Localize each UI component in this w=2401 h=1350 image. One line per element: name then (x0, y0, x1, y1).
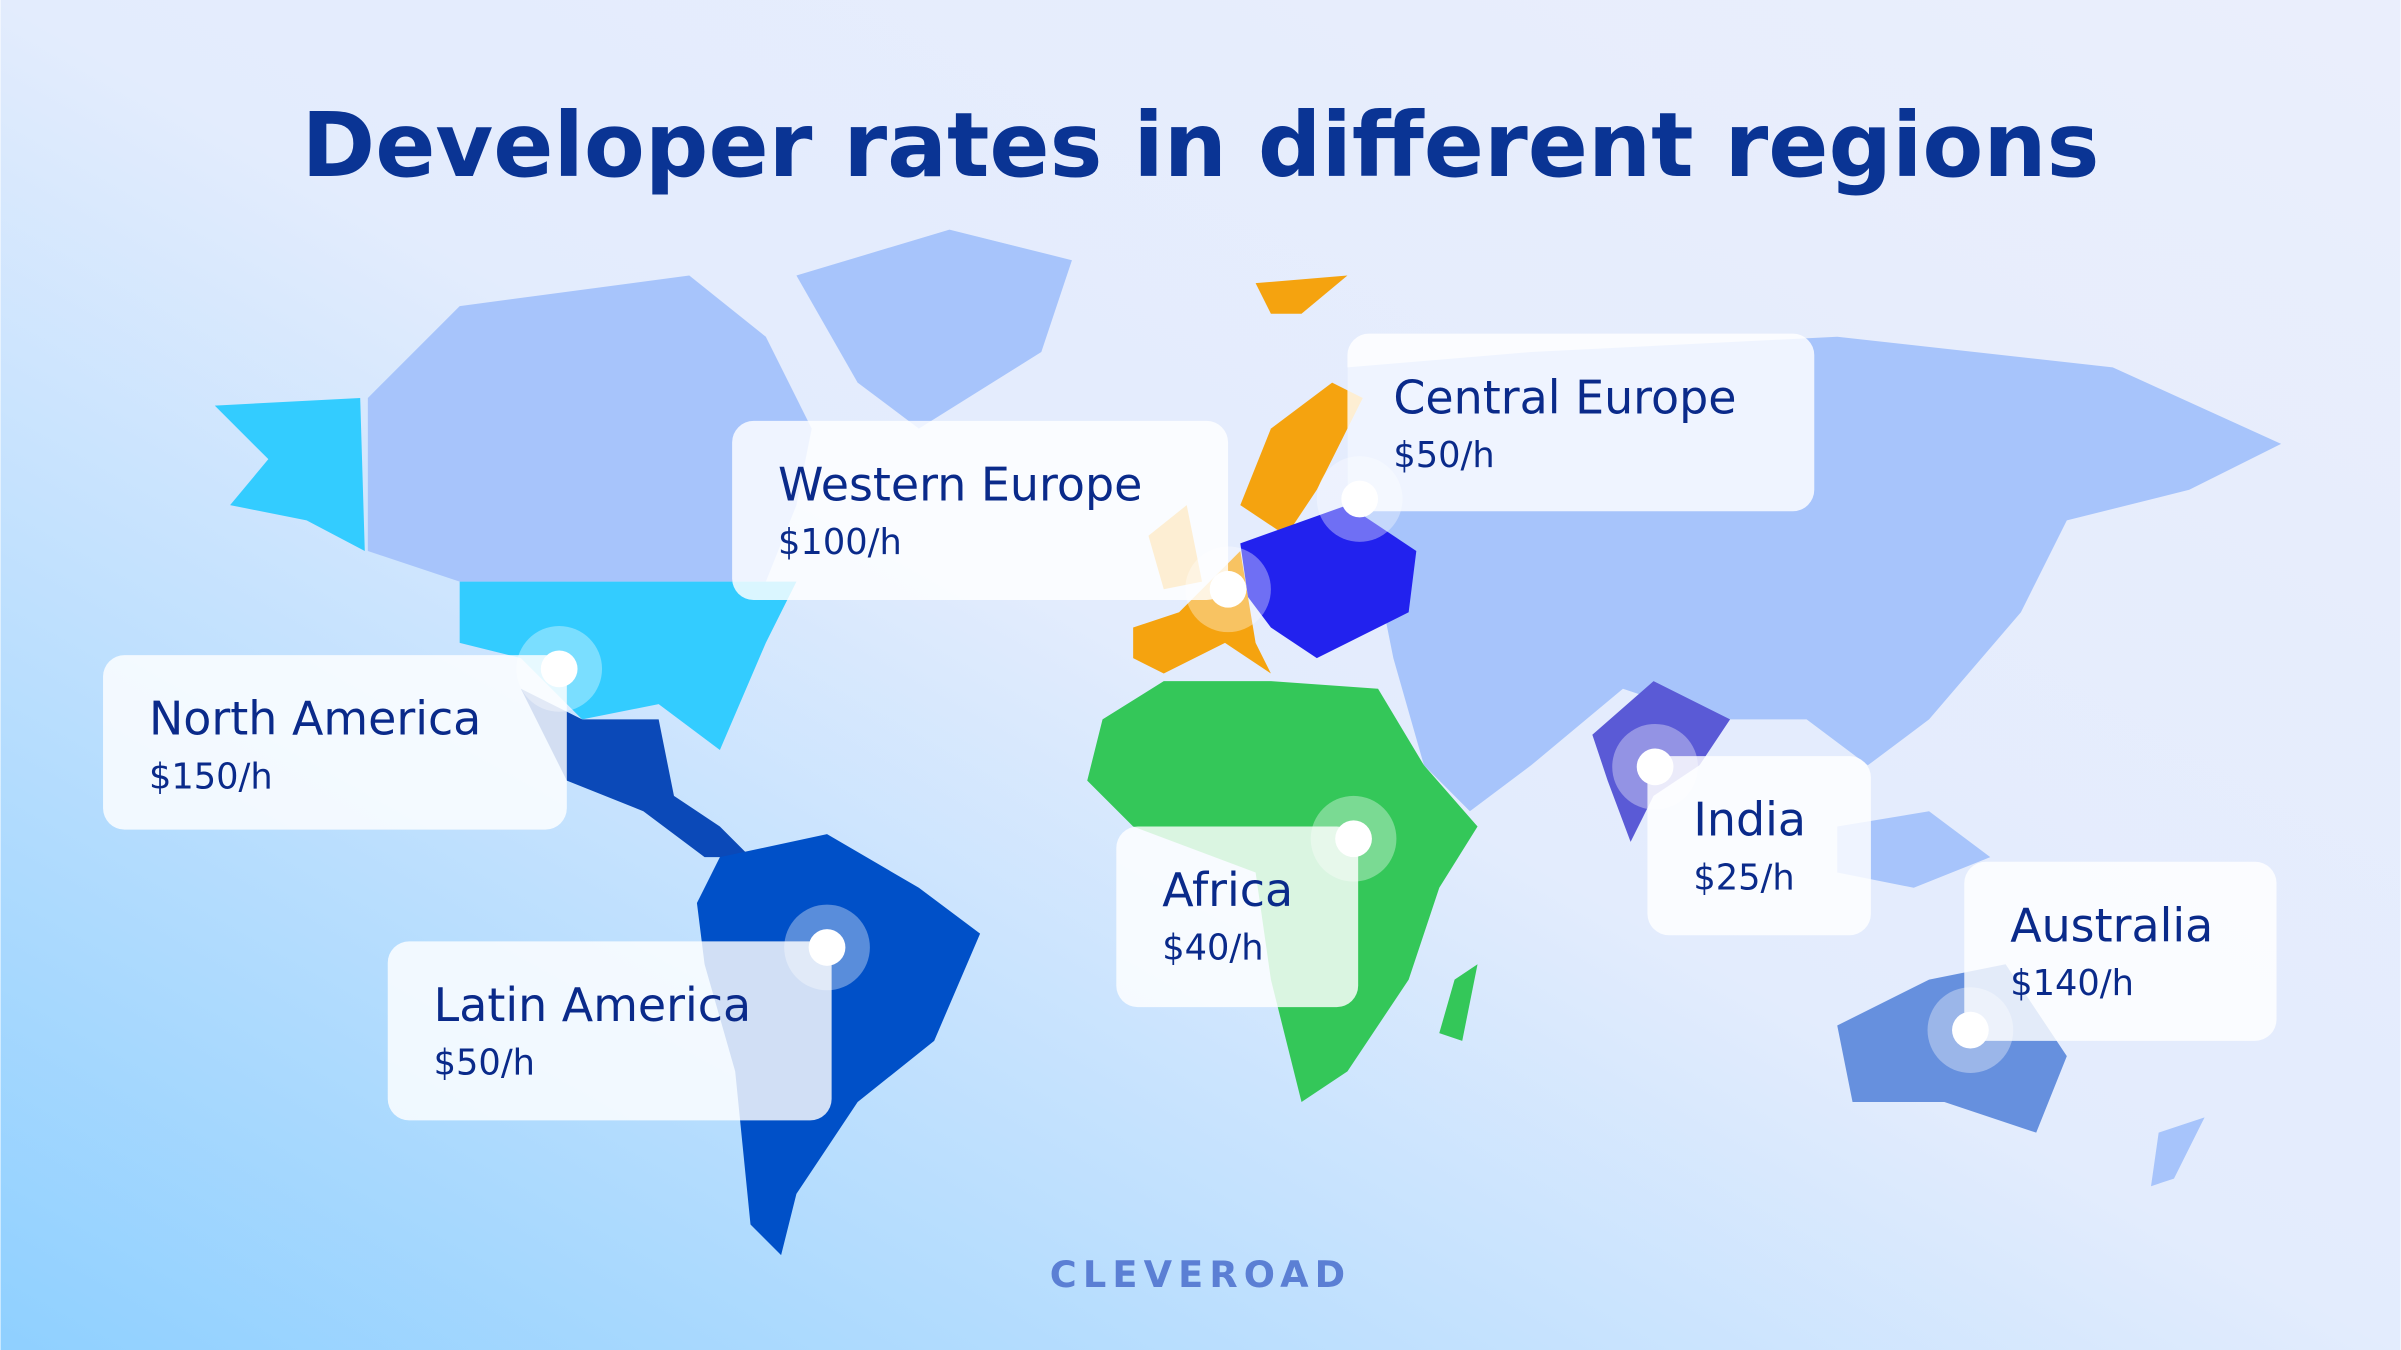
region-rate: $50/h (434, 1042, 535, 1083)
title: Developer rates in different regions (302, 94, 2100, 197)
pin (1341, 480, 1379, 518)
region-rate: $25/h (1693, 857, 1794, 898)
alaska (214, 397, 365, 552)
central-america (520, 688, 751, 858)
south-america (696, 834, 981, 1256)
region-name: Africa (1162, 863, 1293, 917)
region-rate: $40/h (1162, 928, 1263, 969)
card-background (387, 941, 832, 1121)
svalbard (1255, 275, 1348, 314)
region-card: Australia $140/h (1927, 861, 2277, 1073)
region-name: Central Europe (1393, 370, 1736, 424)
card-background (103, 655, 567, 830)
region-name: Western Europe (778, 458, 1142, 512)
card-background (1964, 861, 2277, 1041)
madagascar (1439, 964, 1478, 1041)
card-background (732, 420, 1229, 600)
scandinavia (1240, 382, 1363, 536)
region-card: North America $150/h (103, 626, 603, 830)
region-rate: $50/h (1393, 435, 1494, 476)
central-europe (1240, 505, 1417, 659)
card-background (1116, 826, 1359, 1008)
region-name: Latin America (434, 978, 752, 1032)
region-rate: $100/h (778, 522, 902, 563)
world-map (214, 229, 2282, 1256)
region-card: Latin America $50/h (387, 904, 870, 1121)
pin (1952, 1011, 1989, 1049)
region-rate: $150/h (149, 756, 273, 797)
pin (808, 929, 846, 966)
region-name: Australia (2010, 898, 2213, 952)
region-cards: North America $150/h Latin America $50/h Wes… (103, 333, 2277, 1121)
region-card: Central Europe $50/h (1316, 333, 1815, 542)
region-name: North America (149, 692, 481, 746)
islands (1837, 811, 1991, 888)
pin (1209, 570, 1247, 608)
brand: CLEVEROAD (1050, 1253, 1351, 1296)
pin (540, 650, 578, 688)
region-card: India $25/h (1612, 723, 1871, 936)
card-background (1647, 756, 1871, 936)
pin (1335, 820, 1372, 858)
region-name: India (1693, 793, 1806, 847)
region-rate: $140/h (2010, 963, 2134, 1004)
region-card: Africa $40/h (1116, 795, 1397, 1008)
card-background (1347, 333, 1815, 512)
usa (459, 581, 797, 750)
new-zealand (2151, 1117, 2205, 1187)
canada (367, 275, 812, 582)
pin (1636, 748, 1674, 786)
greenland (796, 229, 1072, 429)
region-card: Western Europe $100/h (732, 420, 1271, 633)
